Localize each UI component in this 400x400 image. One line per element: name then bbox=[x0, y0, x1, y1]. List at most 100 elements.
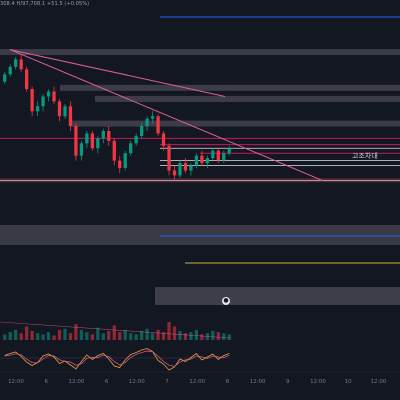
candle-body bbox=[3, 74, 7, 82]
volume-bar bbox=[134, 334, 138, 340]
volume-bar bbox=[101, 333, 105, 340]
lower-zone-band bbox=[0, 225, 400, 245]
volume-bar bbox=[200, 334, 204, 340]
volume-bar bbox=[156, 329, 160, 340]
candle-body bbox=[123, 153, 127, 168]
candle-body bbox=[68, 106, 73, 127]
candle-body bbox=[118, 160, 122, 168]
volume-bar bbox=[14, 329, 18, 340]
candle-body bbox=[74, 126, 78, 156]
candle-body bbox=[134, 135, 138, 144]
x-tick-label: 8 bbox=[226, 379, 230, 385]
candle-body bbox=[150, 116, 155, 119]
volume-bar bbox=[79, 329, 84, 340]
candle-body bbox=[52, 91, 56, 102]
level-zone-0 bbox=[0, 49, 400, 56]
volume-bar bbox=[161, 332, 166, 340]
x-tick-label: 6 bbox=[44, 379, 48, 385]
volume-bar bbox=[216, 332, 220, 340]
x-tick-label: 12:00 bbox=[129, 379, 145, 385]
volume-bar bbox=[30, 331, 34, 340]
candle-body bbox=[222, 153, 226, 161]
candle-body bbox=[167, 145, 171, 171]
osc-signal-line bbox=[4, 350, 230, 367]
level-zone-3 bbox=[70, 120, 400, 127]
candle-body bbox=[112, 140, 116, 161]
volume-bar bbox=[8, 332, 12, 340]
volume-bar bbox=[194, 329, 199, 340]
volume-bar bbox=[107, 331, 111, 340]
x-tick-label: 9 bbox=[286, 379, 290, 385]
candle-body bbox=[211, 150, 215, 159]
candle-body bbox=[14, 59, 18, 67]
volume-bar bbox=[150, 333, 155, 340]
volume-bar bbox=[145, 328, 149, 340]
volume-bar bbox=[183, 333, 188, 340]
candle-body bbox=[129, 143, 133, 154]
candle-body bbox=[57, 101, 62, 117]
alert-marker-icon[interactable]: ● bbox=[222, 297, 230, 305]
volume-bar bbox=[118, 332, 122, 340]
candle-body bbox=[189, 165, 193, 171]
candle-body bbox=[8, 66, 12, 75]
level-zone-1 bbox=[60, 84, 400, 91]
volume-bar bbox=[35, 333, 40, 340]
x-tick-label: 12:00 bbox=[370, 379, 386, 385]
volume-bar bbox=[25, 326, 29, 340]
volume-bar bbox=[140, 331, 144, 340]
x-tick-label: 12:00 bbox=[68, 379, 84, 385]
volume-bar bbox=[129, 333, 133, 340]
volume-bar bbox=[90, 334, 94, 340]
candle-body bbox=[145, 118, 149, 127]
volume-bar bbox=[167, 322, 171, 340]
candle-body bbox=[183, 163, 188, 171]
candle-body bbox=[19, 59, 23, 70]
x-tick-label: 12:00 bbox=[250, 379, 266, 385]
candle-body bbox=[46, 91, 51, 97]
candle-body bbox=[194, 155, 199, 166]
candle-body bbox=[90, 133, 94, 149]
candle-body bbox=[205, 158, 209, 164]
candle-body bbox=[161, 133, 166, 146]
x-tick-label: 10 bbox=[345, 379, 352, 385]
target-zone-band bbox=[155, 287, 400, 305]
x-tick-label: 12:00 bbox=[8, 379, 24, 385]
candle-body bbox=[79, 143, 84, 156]
volume-bar bbox=[178, 331, 182, 340]
volume-bar bbox=[3, 334, 7, 340]
x-tick-label: 6 bbox=[105, 379, 109, 385]
candle-body bbox=[30, 89, 34, 112]
candle-body bbox=[96, 138, 100, 149]
volume-bar bbox=[189, 332, 193, 340]
x-tick-label: 12:00 bbox=[310, 379, 326, 385]
volume-bar bbox=[41, 334, 45, 340]
volume-bar bbox=[63, 328, 67, 340]
candle-body bbox=[25, 69, 29, 90]
candle-body bbox=[200, 155, 204, 164]
candle-body bbox=[227, 148, 231, 154]
candle-body bbox=[178, 163, 182, 176]
osc-line bbox=[4, 348, 230, 371]
trendline-0 bbox=[9, 49, 323, 181]
trendline-1 bbox=[9, 49, 226, 97]
volume-bar bbox=[74, 324, 78, 340]
candle-body bbox=[35, 106, 40, 112]
level-zone-2 bbox=[95, 95, 400, 102]
zone-label: 고조차대 bbox=[352, 152, 378, 160]
volume-bar bbox=[85, 332, 89, 340]
volume-bar bbox=[68, 333, 73, 340]
candle-body bbox=[140, 126, 144, 136]
candle-body bbox=[85, 133, 89, 144]
candle-body bbox=[41, 96, 45, 107]
volume-bar bbox=[19, 333, 23, 340]
volume-bar bbox=[96, 327, 100, 340]
volume-bar bbox=[52, 335, 56, 340]
volume-ma-line bbox=[0, 321, 231, 339]
candle-body bbox=[172, 170, 177, 176]
candle-body bbox=[156, 116, 160, 134]
ohlc-readout: 308.4 H/97,708.1 +51.5 (+0.05%) bbox=[0, 1, 89, 7]
volume-bar bbox=[57, 329, 62, 340]
x-tick-label: 7 bbox=[165, 379, 169, 385]
ohlc-text: 308.4 H/97,708.1 +51.5 (+0.05%) bbox=[0, 1, 90, 7]
